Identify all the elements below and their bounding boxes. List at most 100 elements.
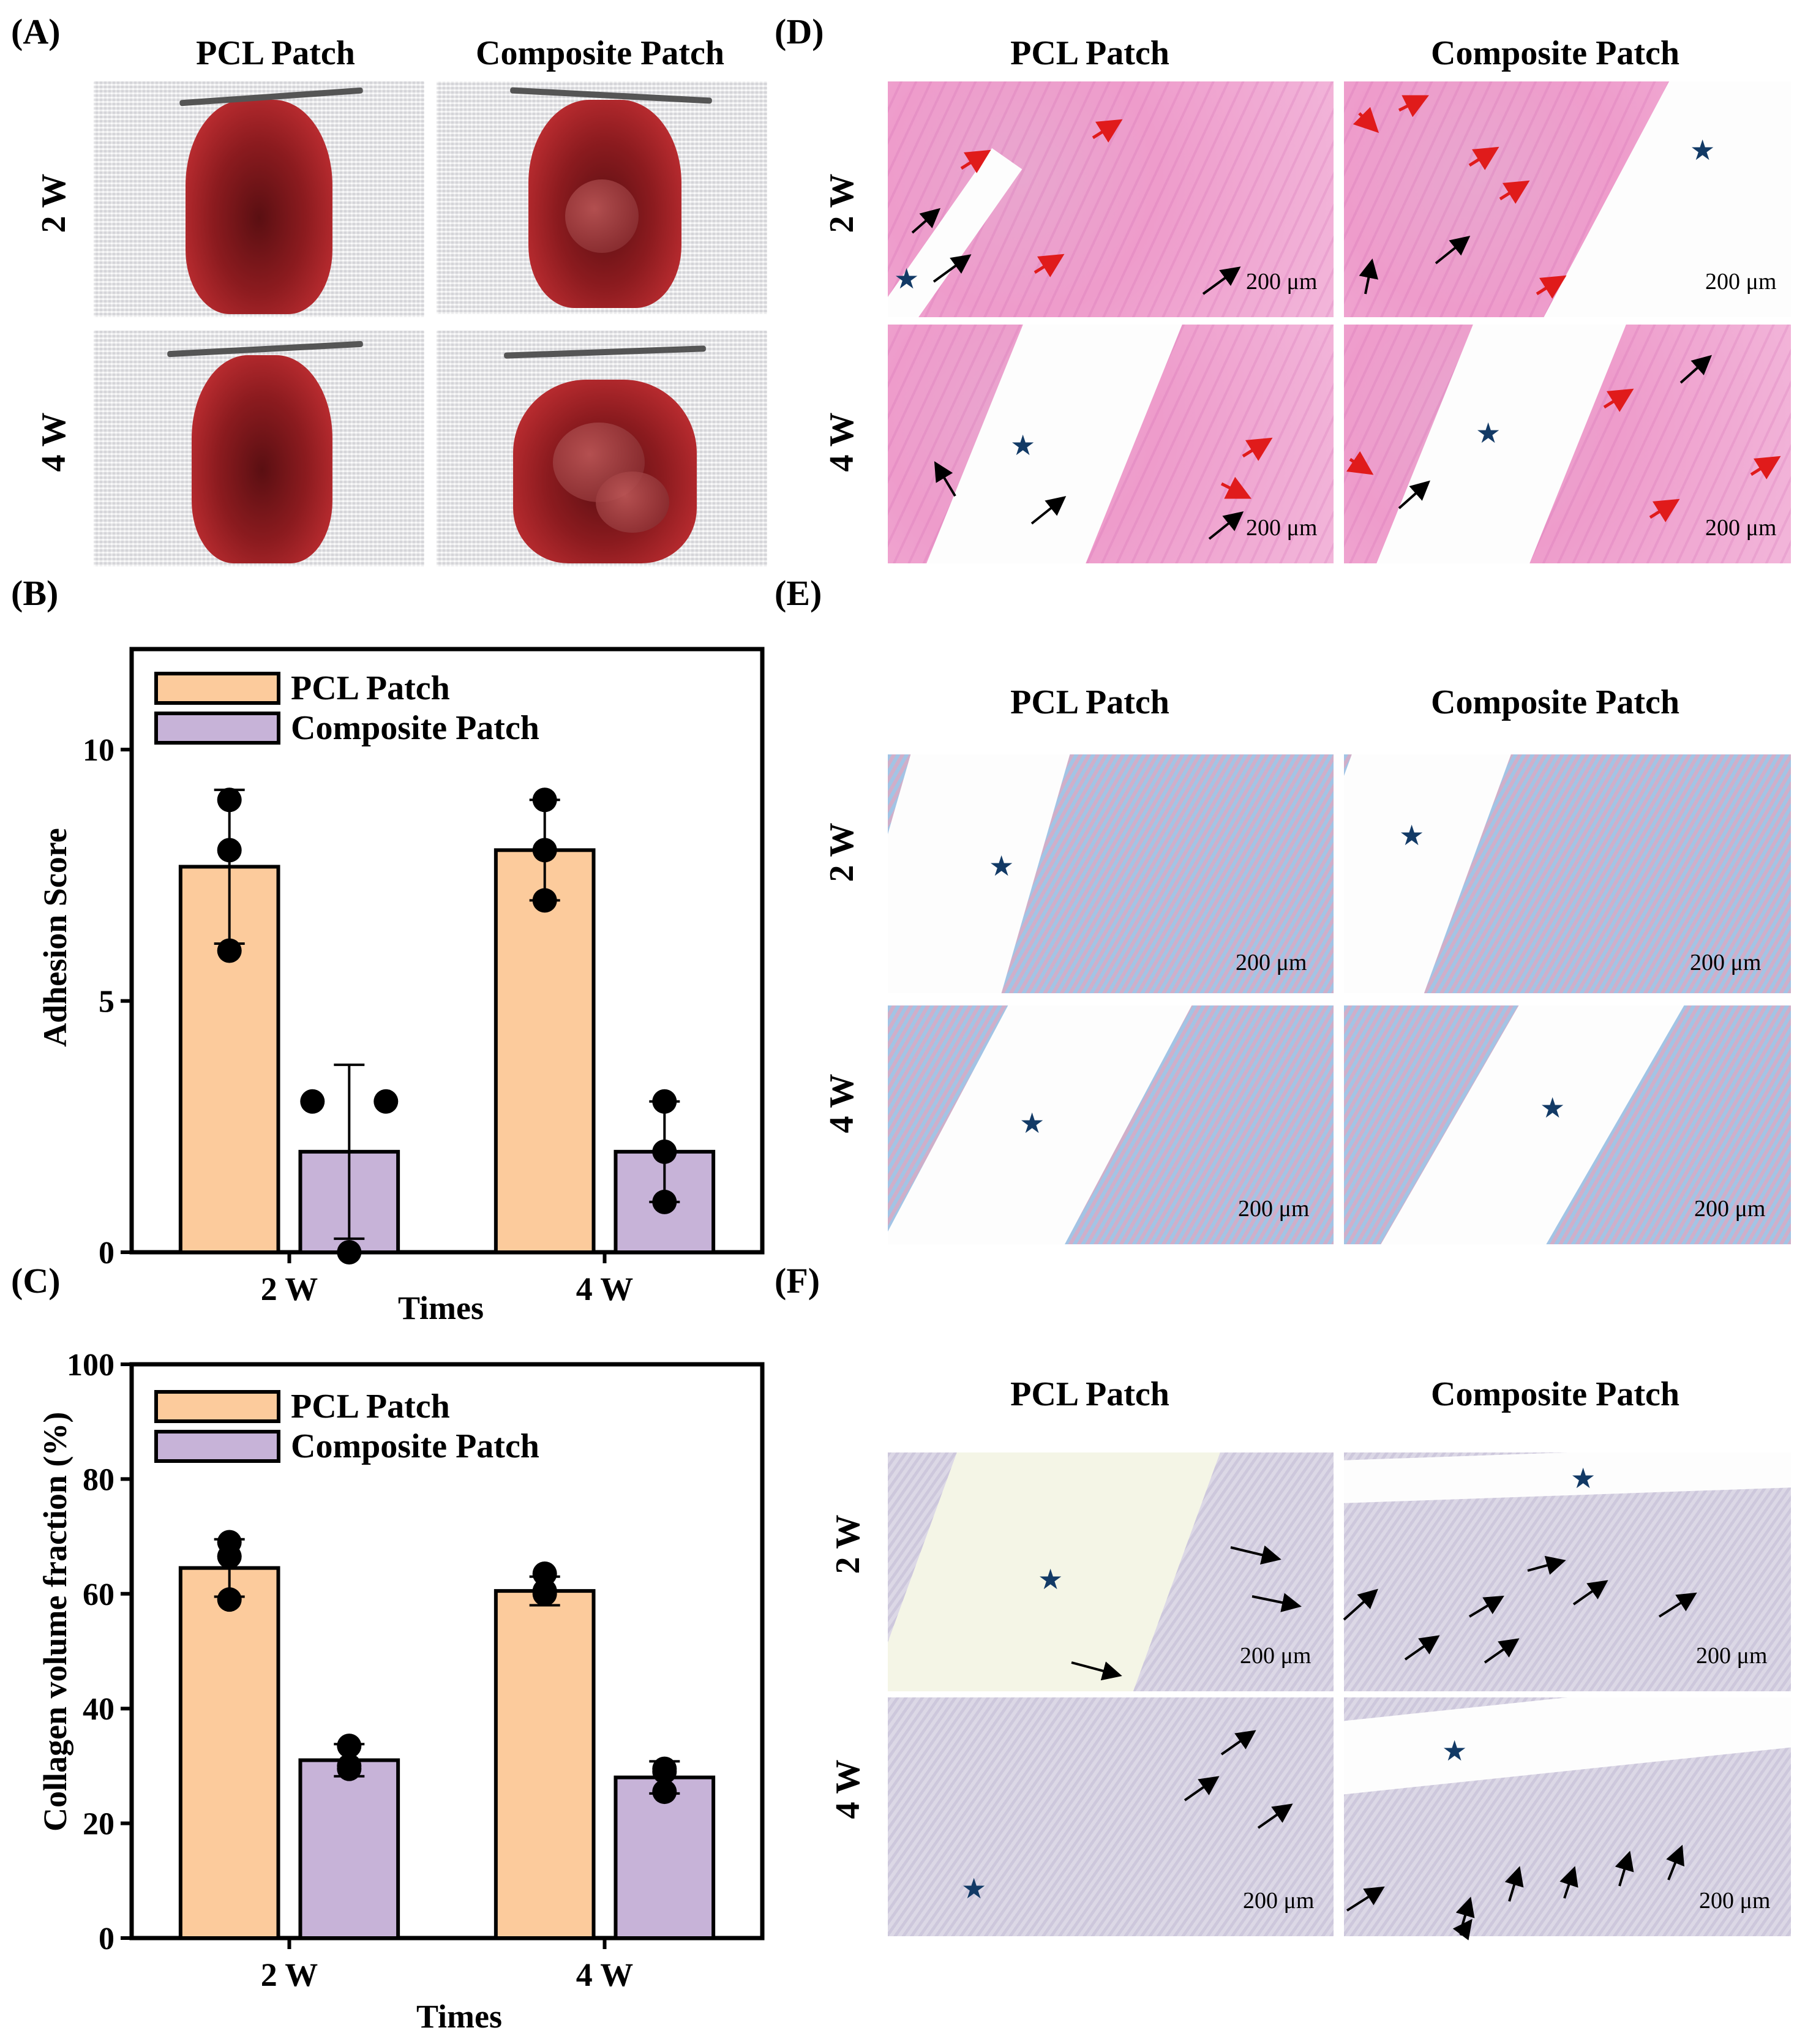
scale-label: 200 μm (1240, 1643, 1312, 1669)
star-icon: ★ (989, 851, 1015, 882)
black-arrow-icon (1468, 1595, 1504, 1618)
data-point (652, 1759, 677, 1784)
data-point (652, 1189, 677, 1214)
he-composite-2w: ★ 200 μm (1344, 81, 1791, 317)
ihc-pcl-4w: ★ 200 μm (888, 1697, 1334, 1936)
red-arrow-icon (1092, 119, 1123, 143)
scale-label: 200 μm (1705, 515, 1777, 541)
star-icon: ★ (1399, 820, 1425, 851)
legend-label: Composite Patch (291, 709, 539, 747)
red-arrow-icon (1649, 498, 1680, 522)
red-arrow-icon (1603, 388, 1634, 412)
star-icon: ★ (894, 263, 920, 295)
panel-f-label: (F) (775, 1261, 820, 1301)
legend-swatch (154, 712, 280, 745)
legend-label: Composite Patch (291, 1427, 539, 1465)
bar (178, 1566, 280, 1940)
panel-d-arrows (911, 95, 1781, 540)
x-tick-label: 2 W (261, 1956, 318, 1993)
red-arrow-icon (1750, 456, 1781, 479)
y-tick-label: 80 (83, 1462, 114, 1497)
data-point (532, 888, 557, 913)
black-arrow-icon (1679, 355, 1712, 384)
star-icon: ★ (1570, 1463, 1596, 1494)
scale-label: 200 μm (1246, 515, 1318, 541)
scale-label: 200 μm (1246, 269, 1318, 295)
panel-b-label: (B) (11, 573, 59, 613)
scale-label: 200 μm (1238, 1196, 1310, 1222)
x-tick-label: 4 W (576, 1271, 634, 1307)
data-point (532, 1561, 557, 1587)
star-icon: ★ (961, 1873, 987, 1904)
panel-d-label: (D) (775, 12, 824, 51)
red-arrow-icon (1346, 451, 1374, 475)
black-arrow-icon (1220, 1730, 1256, 1756)
star-icon: ★ (1442, 1735, 1468, 1767)
panel-e-col-title-pcl: PCL Patch (1010, 683, 1169, 721)
legend-label: PCL Patch (291, 1388, 450, 1426)
black-arrow-icon (1230, 1545, 1282, 1565)
panel-a-label: (A) (11, 12, 61, 51)
black-arrow-icon (1435, 236, 1471, 265)
red-arrow-icon (1242, 437, 1273, 461)
scale-label: 200 μm (1694, 1196, 1766, 1222)
red-arrow-icon (1353, 107, 1379, 133)
black-arrow-icon (1504, 1866, 1524, 1902)
black-arrow-icon (1359, 258, 1378, 295)
panel-f-arrows (1071, 1545, 1697, 1941)
black-arrow-icon (1658, 1592, 1697, 1618)
x-tick-label: 2 W (261, 1271, 318, 1307)
data-point (217, 1587, 242, 1612)
data-point (532, 1581, 557, 1606)
black-arrow-icon (1202, 266, 1241, 295)
data-point (532, 838, 557, 863)
black-arrow-icon (1572, 1580, 1608, 1606)
he-composite-4w: ★ 200 μm (1344, 325, 1791, 563)
black-arrow-icon (1030, 496, 1067, 525)
red-arrow-icon (1536, 275, 1567, 299)
black-arrow-icon (1615, 1850, 1634, 1887)
bar (614, 1775, 716, 1940)
plot-frame (129, 1362, 765, 1941)
ihc-composite-4w: ★ 200 μm (1344, 1697, 1791, 1936)
panel-e-row-label-2w: 2 W (823, 822, 861, 882)
data-point (652, 1779, 677, 1805)
chart-c-xlabel: Times (416, 1998, 503, 2035)
bar (493, 848, 596, 1255)
data-point (217, 1544, 242, 1569)
black-arrow-icon (933, 254, 972, 283)
panel-f-col-title-pcl: PCL Patch (1010, 1375, 1169, 1413)
black-arrow-icon (1343, 1588, 1378, 1621)
black-arrow-icon (1452, 1918, 1473, 1941)
legend-swatch (154, 1390, 280, 1423)
photo-pcl-2w (94, 81, 424, 317)
panel-e-label: (E) (775, 573, 822, 613)
black-arrow-icon (1666, 1844, 1684, 1881)
y-tick-label: 0 (99, 1236, 114, 1271)
data-point (217, 838, 242, 863)
data-point (532, 787, 557, 813)
star-icon: ★ (1038, 1564, 1064, 1595)
y-tick-label: 20 (83, 1807, 114, 1842)
red-arrow-icon (1398, 95, 1429, 118)
masson-composite-4w: ★ 200 μm (1344, 1005, 1791, 1244)
data-point (300, 1089, 325, 1114)
scale-label: 200 μm (1690, 950, 1762, 975)
y-tick-label: 40 (83, 1692, 114, 1727)
photo-composite-4w (437, 331, 767, 566)
black-arrow-icon (1346, 1886, 1385, 1912)
panel-c-label: (C) (11, 1261, 61, 1301)
plot-frame (129, 647, 765, 1255)
red-arrow-icon (1034, 254, 1065, 277)
masson-pcl-2w: ★ 200 μm (888, 754, 1334, 993)
red-arrow-icon (960, 149, 991, 173)
black-arrow-icon (1398, 480, 1430, 509)
panel-f-col-title-composite: Composite Patch (1431, 1375, 1679, 1413)
star-icon: ★ (1010, 430, 1036, 461)
panel-e-row-label-4w: 4 W (823, 1073, 861, 1133)
ihc-pcl-2w: ★ 200 μm (888, 1452, 1334, 1691)
black-arrow-icon (1208, 511, 1244, 540)
black-arrow-icon (1484, 1638, 1520, 1664)
data-point (337, 1734, 362, 1759)
star-icon: ★ (1540, 1092, 1566, 1124)
